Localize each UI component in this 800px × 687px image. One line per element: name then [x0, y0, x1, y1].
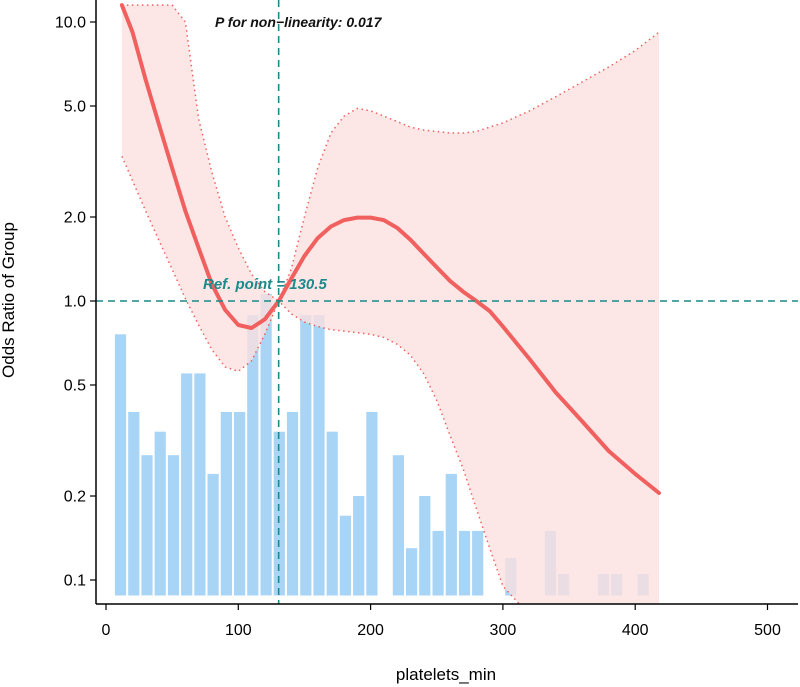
histogram-bar — [167, 455, 180, 596]
histogram-bar — [194, 373, 206, 596]
histogram-bar — [234, 412, 246, 596]
histogram-bar — [313, 315, 325, 596]
x-tick-label: 300 — [490, 622, 517, 639]
y-tick-label: 1.0 — [64, 294, 86, 311]
histogram-bar — [220, 412, 232, 596]
x-tick-label: 400 — [622, 622, 649, 639]
histogram-bar — [273, 431, 285, 596]
histogram-bar — [392, 455, 404, 596]
y-tick-label: 10.0 — [55, 15, 86, 32]
histogram-bar — [339, 515, 351, 596]
ci-fill — [121, 5, 659, 604]
y-tick-label: 5.0 — [64, 98, 86, 115]
nonlinearity-annotation: P for non−linearity: 0.017 — [215, 14, 383, 30]
histogram-bar — [406, 548, 418, 596]
histogram-bar — [445, 473, 457, 596]
histogram-bar — [141, 455, 153, 596]
histogram-bar — [247, 315, 259, 596]
histogram-bar — [419, 496, 431, 596]
x-tick-label: 0 — [102, 622, 111, 639]
histogram-bar — [181, 373, 193, 596]
histogram-bar — [114, 334, 127, 596]
x-tick-label: 100 — [225, 622, 252, 639]
fit-curve — [119, 3, 661, 495]
histogram-bar — [154, 431, 166, 596]
ci-lower-line — [121, 156, 521, 604]
x-tick-label: 500 — [754, 622, 781, 639]
y-tick-label: 2.0 — [64, 210, 86, 227]
or-curve — [119, 3, 661, 495]
histogram-bar — [366, 412, 378, 596]
histogram-bar — [353, 496, 365, 596]
histogram-bar — [458, 530, 471, 596]
histogram-bar — [300, 315, 312, 596]
histogram-bar — [286, 412, 299, 596]
ref-point-label: Ref. point = 130.5 — [203, 276, 327, 293]
y-tick-label: 0.5 — [64, 377, 86, 394]
histogram-bar — [260, 293, 272, 596]
histogram-bar — [128, 412, 140, 596]
reference-lines — [96, 0, 798, 604]
histogram-bar — [326, 431, 338, 596]
y-tick-label: 0.1 — [64, 573, 86, 590]
histogram-bar — [432, 530, 444, 596]
confidence-band — [121, 4, 660, 604]
x-tick-label: 200 — [357, 622, 384, 639]
y-axis-title: Odds Ratio of Group — [0, 222, 18, 378]
histogram-bar — [472, 530, 484, 596]
x-axis-title: platelets_min — [396, 665, 496, 684]
axes: 0.1 0.2 0.5 1.0 2.0 5.0 10.0 0 100 200 300 400 500 — [55, 0, 798, 639]
histogram-bar — [207, 473, 219, 596]
y-tick-label: 0.2 — [64, 489, 86, 506]
